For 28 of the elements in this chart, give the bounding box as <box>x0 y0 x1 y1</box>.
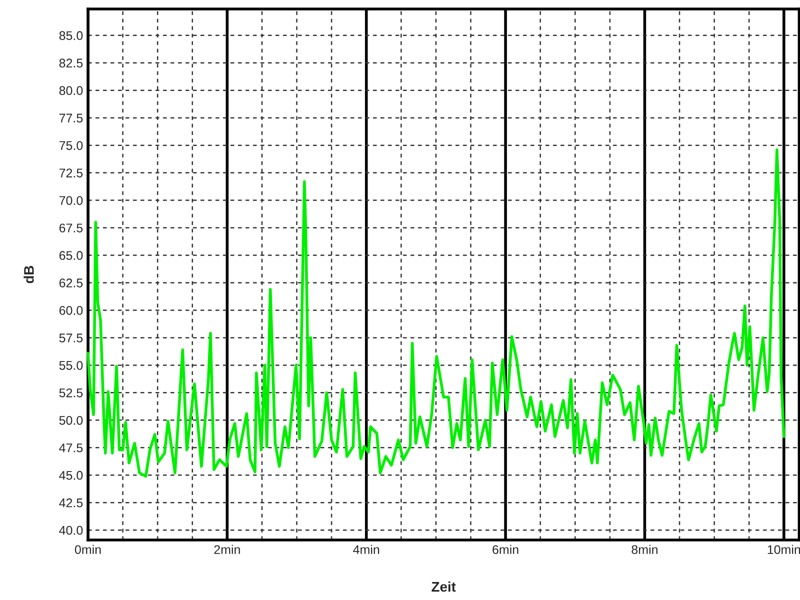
y-tick-label: 67.5 <box>59 224 83 232</box>
line-series <box>86 148 786 478</box>
y-tick-label: 72.5 <box>59 168 83 178</box>
y-tick-label: 65.0 <box>59 251 83 260</box>
y-tick-label: 75.0 <box>59 141 83 150</box>
x-tick-label: 6min <box>492 544 518 554</box>
y-tick-label: 80.0 <box>59 86 83 96</box>
y-tick-label: 52.5 <box>59 388 83 398</box>
y-tick-label: 55.0 <box>59 361 83 370</box>
y-tick-label: 82.5 <box>59 58 83 68</box>
x-tick-label: 10min <box>768 544 800 554</box>
y-tick-label: 57.5 <box>59 334 83 342</box>
x-tick-label: 2min <box>214 544 240 554</box>
y-tick-label: 47.5 <box>59 444 83 452</box>
x-tick-label: 4min <box>353 544 380 554</box>
y-tick-label: 50.0 <box>59 416 83 425</box>
y-tick-label: 77.5 <box>59 114 83 122</box>
y-tick-label: 70.0 <box>59 196 83 205</box>
x-tick-label: 0min <box>74 544 101 554</box>
y-tick-label: 40.0 <box>59 526 83 535</box>
y-tick-label: 45.0 <box>59 470 83 480</box>
y-axis-title: dB <box>24 266 34 284</box>
y-tick-label: 42.5 <box>59 498 83 508</box>
y-tick-label: 85.0 <box>59 31 83 40</box>
x-axis-title: Zeit <box>432 582 456 592</box>
y-tick-label: 60.0 <box>59 306 83 315</box>
y-tick-label: 62.5 <box>59 278 83 288</box>
x-tick-label: 8min <box>632 544 658 554</box>
